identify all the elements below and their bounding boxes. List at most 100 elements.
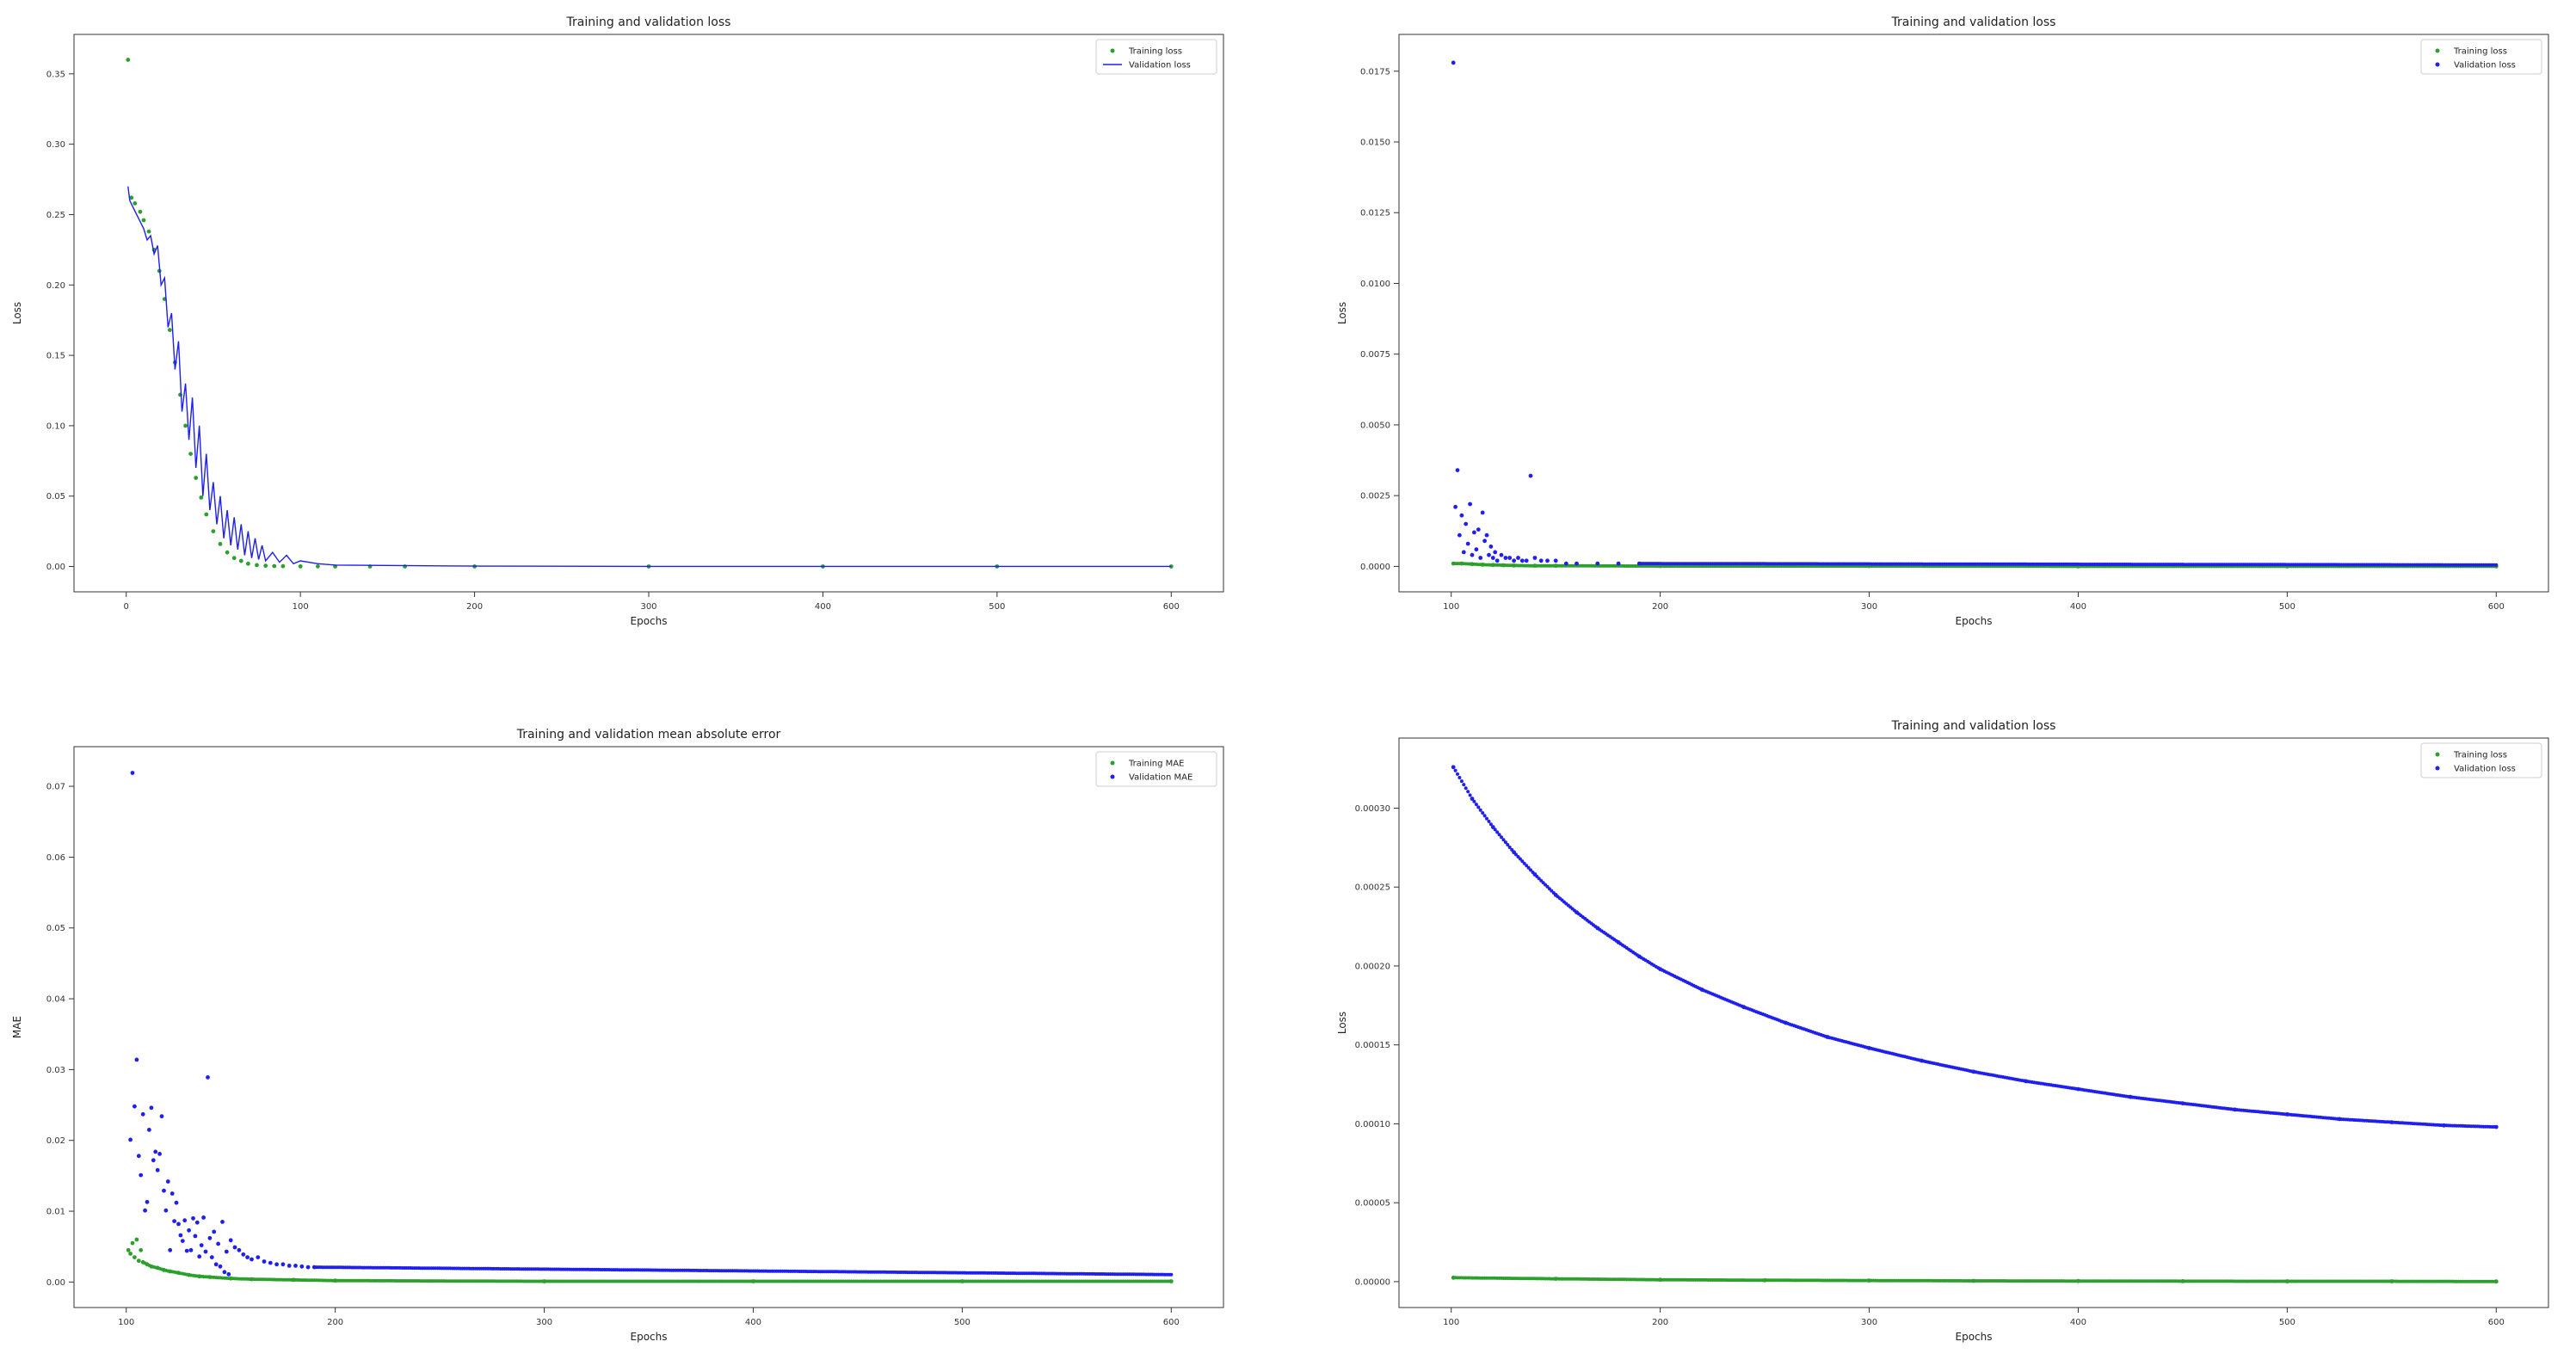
data-point [1499,552,1504,557]
data-point [2494,1279,2499,1283]
data-point [1482,538,1487,544]
legend: Training loss Validation loss [2420,742,2542,778]
data-point [1529,868,1532,872]
x-tick-label: 300 [536,1318,552,1327]
data-point [1468,793,1472,797]
data-point [280,1262,286,1267]
legend-entry: Training loss [2453,47,2507,57]
data-point [1466,790,1470,794]
data-point [1482,814,1487,818]
x-tick-label: 300 [1861,1318,1877,1327]
data-point [128,1252,132,1256]
legend: Training MAE Validation MAE [1095,751,1217,787]
data-point [132,201,138,206]
data-point [140,1111,145,1117]
y-axis-label: Loss [1336,1012,1348,1034]
data-point [1451,60,1456,65]
x-tick-label: 500 [989,602,1005,612]
data-point [201,1215,206,1220]
data-point [163,1208,169,1213]
data-point [132,1255,137,1259]
data-point [134,1057,139,1062]
data-point [1514,852,1518,857]
y-tick-label: 0.30 [46,140,65,150]
data-point [228,1238,233,1243]
data-point [1532,556,1538,560]
x-tick-label: 100 [1443,602,1459,612]
data-point [183,423,188,428]
data-point [141,218,146,223]
y-tick-label: 0.04 [46,995,65,1005]
data-point [1487,552,1491,557]
y-tick-label: 0.00005 [1355,1199,1390,1209]
y-tick-label: 0.02 [46,1136,65,1146]
data-point [157,1152,163,1156]
data-point [1595,561,1600,566]
legend-box [2420,39,2542,75]
data-point [272,563,277,569]
plot-frame [1398,34,2549,593]
y-tick-label: 0.00015 [1355,1041,1390,1050]
series-2 [1451,60,2499,567]
data-point [176,1222,181,1227]
data-point [250,1257,254,1262]
data-point [1472,799,1476,803]
data-point [1510,847,1514,852]
legend-swatch [2435,48,2440,53]
data-point [1478,808,1482,812]
legend-swatch [1110,774,1115,779]
data-point [1459,513,1464,518]
data-point [1470,797,1474,801]
data-point [194,476,199,480]
data-point [1474,547,1479,552]
x-tick-label: 300 [640,602,656,612]
data-point [174,1200,179,1205]
data-point [1518,857,1522,861]
plot-area [126,58,1174,569]
x-axis-label: Epochs [1956,1331,1993,1343]
series-2 [127,186,1172,568]
data-point [1474,803,1478,807]
data-point [1506,843,1510,846]
data-point [1550,889,1554,893]
data-point [1494,558,1500,563]
data-point [155,1167,160,1172]
data-point [1453,768,1457,772]
data-point [138,209,143,214]
y-tick-label: 0.0100 [1360,280,1390,289]
data-point [1500,835,1503,840]
data-point [137,1258,141,1263]
series-2 [1451,765,2499,1129]
data-point [147,1128,151,1132]
legend-entry: Training MAE [1128,760,1184,769]
legend: Training loss Validation loss [1095,39,1217,75]
y-tick-label: 0.03 [46,1066,65,1075]
data-point [139,1172,144,1178]
data-point [1476,805,1481,809]
chart-3: Training and validation mean absolute er… [11,728,1224,1343]
data-point [129,195,134,200]
data-point [213,1262,219,1267]
y-tick-label: 0.05 [46,924,65,933]
legend-entry: Validation loss [1129,61,1191,71]
data-point [151,1158,156,1163]
data-point [188,1247,194,1252]
x-axis-label: Epochs [1956,615,1993,627]
data-point [1519,558,1525,563]
data-point [280,563,286,569]
chart-1: Training and validation loss 0 100 200 300 40… [11,15,1224,627]
data-point [268,1260,273,1265]
y-tick-label: 0.0075 [1360,350,1390,360]
data-point [1503,556,1508,560]
data-point [193,1234,198,1239]
y-tick-label: 0.20 [46,281,65,291]
data-point [1488,545,1494,549]
y-tick-label: 0.15 [46,352,65,361]
y-axis-label: Loss [11,302,23,324]
data-point [1553,558,1558,563]
legend-swatch [1110,48,1115,53]
data-point [305,1265,311,1270]
x-tick-label: 200 [327,1318,343,1327]
